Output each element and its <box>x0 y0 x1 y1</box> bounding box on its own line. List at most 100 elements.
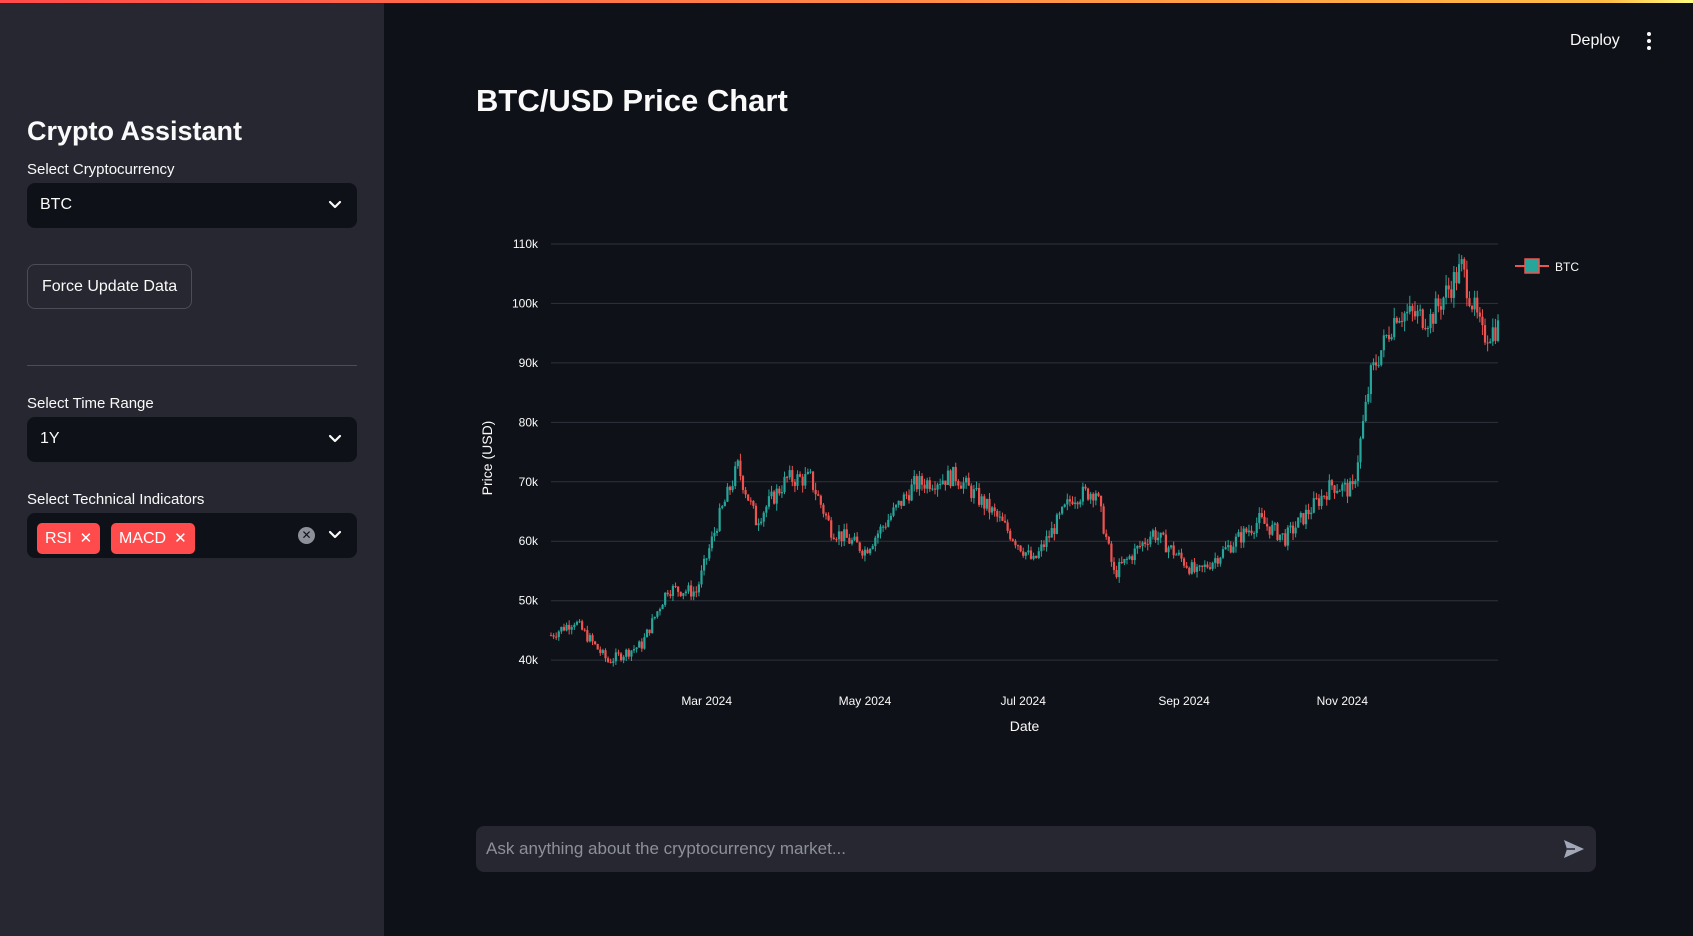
candle-body <box>1413 311 1417 317</box>
candle-body <box>944 480 947 485</box>
candle-body <box>1221 549 1225 558</box>
candle-body <box>1024 552 1027 556</box>
candle-body <box>731 486 734 491</box>
candle-body <box>578 621 581 623</box>
candle-body <box>1136 545 1139 549</box>
force-update-button[interactable]: Force Update Data <box>27 264 193 309</box>
candle-body <box>1445 285 1448 298</box>
candle-body <box>1201 565 1204 567</box>
candle-body <box>1330 480 1334 486</box>
candle-body <box>1395 317 1398 323</box>
candle-body <box>941 480 944 485</box>
candle-body <box>643 637 646 649</box>
candle-body <box>1447 285 1450 290</box>
candle-body <box>817 494 820 496</box>
candle-body <box>835 539 838 541</box>
candle-body <box>1356 462 1359 481</box>
clear-all-icon[interactable]: ✕ <box>298 527 315 544</box>
candle-body <box>651 618 654 634</box>
candle-body <box>923 484 926 489</box>
candle-body <box>1112 561 1116 571</box>
candle-body <box>1149 536 1152 545</box>
candle-body <box>565 624 568 631</box>
candle-body <box>996 510 999 517</box>
candle-body <box>907 495 911 501</box>
candle-body <box>1351 481 1354 485</box>
candle-body <box>936 484 939 490</box>
candle-body <box>1299 513 1302 518</box>
candle-body <box>892 507 895 516</box>
candle-body <box>1042 544 1046 547</box>
candle-body <box>1310 512 1313 515</box>
time-range-select[interactable]: 1Y <box>27 417 357 462</box>
candle-body <box>695 591 698 593</box>
candle-body <box>1271 524 1274 535</box>
candle-body <box>1302 513 1305 525</box>
candle-body <box>889 515 892 520</box>
candle-body <box>671 586 675 596</box>
candle-body <box>664 592 667 605</box>
candle-body <box>1177 552 1180 555</box>
candle-body <box>640 641 643 649</box>
y-tick-label: 110k <box>513 237 539 251</box>
send-icon[interactable] <box>1562 838 1586 860</box>
crypto-select[interactable]: BTC <box>27 183 357 228</box>
candle-body <box>614 652 617 662</box>
candle-body <box>1247 530 1251 533</box>
candle-body <box>1169 545 1173 548</box>
candle-body <box>765 506 768 513</box>
candle-body <box>581 621 584 630</box>
y-tick-label: 40k <box>519 653 539 667</box>
candle-body <box>1408 305 1411 312</box>
candle-body <box>690 585 693 597</box>
chat-input[interactable] <box>486 826 1526 872</box>
y-tick-label: 50k <box>519 594 539 608</box>
x-tick-label: Mar 2024 <box>681 694 732 708</box>
candle-body <box>692 591 695 597</box>
candle-body <box>965 477 968 483</box>
candle-body <box>1011 539 1014 541</box>
candle-body <box>1027 550 1030 553</box>
candle-body <box>1180 552 1183 559</box>
candle-body <box>744 489 747 495</box>
deploy-button[interactable]: Deploy <box>1570 32 1620 49</box>
candle-body <box>1419 309 1422 311</box>
candle-body <box>1268 526 1271 535</box>
candle-body <box>1367 393 1370 402</box>
candle-body <box>661 604 664 610</box>
candle-body <box>747 494 750 501</box>
candle-body <box>866 549 869 554</box>
indicators-multiselect[interactable]: RSI ✕ MACD ✕ ✕ <box>27 513 357 558</box>
candle-body <box>1463 259 1466 270</box>
candle-body <box>726 486 729 502</box>
remove-tag-icon[interactable]: ✕ <box>174 530 187 547</box>
candle-body <box>783 476 786 493</box>
candle-body <box>1022 551 1025 556</box>
candle-body <box>1097 493 1100 496</box>
candle-body <box>1084 486 1087 489</box>
candle-body <box>1172 545 1175 556</box>
candle-body <box>609 661 612 663</box>
candle-body <box>1325 496 1328 500</box>
candle-body <box>1442 297 1445 310</box>
candle-body <box>570 627 573 630</box>
candle-body <box>1289 525 1292 528</box>
candle-body <box>1019 545 1022 552</box>
candle-body <box>1278 534 1282 540</box>
candle-body <box>1390 337 1393 340</box>
candle-body <box>583 629 586 631</box>
candle-body <box>573 624 576 628</box>
candle-body <box>1403 313 1406 322</box>
price-chart[interactable]: 40k 50k 60k 70k 80k 90k 100k 110k Mar 2024 May 20… <box>470 230 1600 800</box>
candle-body <box>1382 335 1385 351</box>
candle-body <box>1076 502 1079 505</box>
candle-body <box>1190 562 1193 574</box>
candle-body <box>1227 545 1230 548</box>
candle-body <box>819 495 822 505</box>
candle-body <box>1198 565 1201 567</box>
candle-body <box>798 474 802 477</box>
remove-tag-icon[interactable]: ✕ <box>79 530 93 547</box>
candle-body <box>894 504 898 508</box>
main-menu-icon[interactable] <box>1645 32 1653 52</box>
candle-body <box>983 496 986 509</box>
